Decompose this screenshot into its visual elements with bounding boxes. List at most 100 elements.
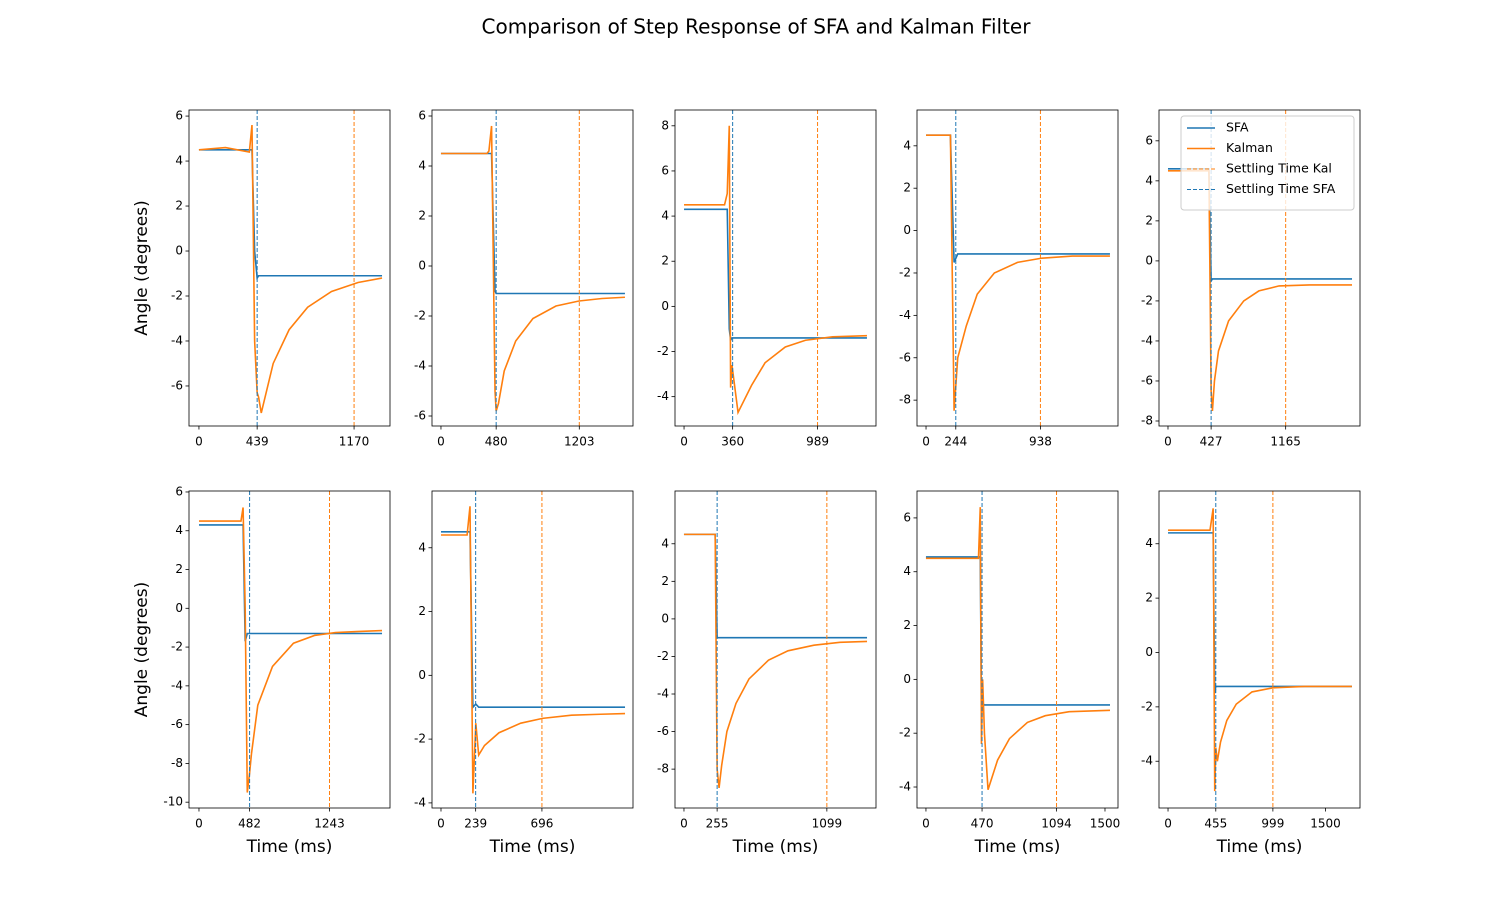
legend-label: Settling Time Kal bbox=[1226, 161, 1332, 176]
series-line bbox=[198, 149, 383, 281]
y-tick-label: -2 bbox=[1141, 699, 1153, 713]
y-tick-label: 4 bbox=[661, 209, 669, 223]
y-tick-label: -4 bbox=[414, 359, 426, 373]
x-tick-label: 938 bbox=[1029, 435, 1052, 449]
y-tick-label: 6 bbox=[903, 510, 911, 524]
y-tick-label: -4 bbox=[657, 687, 669, 701]
y-tick-label: 2 bbox=[175, 562, 183, 576]
x-tick-label: 1500 bbox=[1090, 817, 1121, 831]
x-axis-label: Time (ms) bbox=[489, 837, 576, 857]
x-tick-label: 0 bbox=[195, 435, 203, 449]
y-tick-label: 2 bbox=[903, 181, 911, 195]
y-tick-label: -4 bbox=[1141, 333, 1153, 347]
x-tick-label: 1203 bbox=[564, 435, 595, 449]
y-tick-label: 8 bbox=[661, 118, 669, 132]
y-tick-label: -4 bbox=[657, 389, 669, 403]
y-tick-label: -2 bbox=[899, 265, 911, 279]
y-tick-label: -6 bbox=[657, 724, 669, 738]
series-line bbox=[440, 531, 626, 710]
x-tick-label: 1165 bbox=[1270, 435, 1301, 449]
y-tick-label: -2 bbox=[414, 309, 426, 323]
y-tick-label: -6 bbox=[899, 350, 911, 364]
y-tick-label: 4 bbox=[175, 154, 183, 168]
x-tick-label: 427 bbox=[1200, 435, 1223, 449]
y-tick-label: 4 bbox=[903, 138, 911, 152]
y-tick-label: 4 bbox=[1145, 536, 1153, 550]
axes-frame bbox=[188, 109, 391, 427]
axes-frame bbox=[188, 490, 391, 809]
y-tick-label: -2 bbox=[657, 344, 669, 358]
x-tick-label: 0 bbox=[680, 435, 688, 449]
y-tick-label: -4 bbox=[171, 333, 183, 347]
x-axis-label: Time (ms) bbox=[974, 837, 1061, 857]
series-line bbox=[925, 507, 1111, 790]
series-line bbox=[925, 556, 1110, 707]
x-tick-label: 439 bbox=[246, 435, 269, 449]
axes-frame bbox=[1158, 490, 1361, 809]
x-tick-label: 0 bbox=[680, 817, 688, 831]
x-tick-label: 482 bbox=[238, 817, 261, 831]
y-tick-label: 4 bbox=[418, 159, 426, 173]
y-tick-label: -2 bbox=[657, 649, 669, 663]
x-tick-label: 255 bbox=[706, 817, 729, 831]
y-tick-label: 0 bbox=[661, 611, 669, 625]
y-tick-label: 2 bbox=[903, 618, 911, 632]
y-tick-label: 4 bbox=[175, 523, 183, 537]
legend-box bbox=[1180, 115, 1355, 211]
x-tick-label: 1243 bbox=[314, 817, 345, 831]
x-tick-label: 999 bbox=[1261, 817, 1284, 831]
x-tick-label: 0 bbox=[437, 435, 445, 449]
y-axis-label: Angle (degrees) bbox=[132, 200, 152, 335]
y-tick-label: 6 bbox=[175, 484, 183, 498]
axes-frame bbox=[674, 109, 877, 427]
x-tick-label: 1500 bbox=[1310, 817, 1341, 831]
x-axis-label: Time (ms) bbox=[1216, 837, 1303, 857]
y-tick-label: 2 bbox=[661, 574, 669, 588]
x-tick-label: 0 bbox=[195, 817, 203, 831]
series-line bbox=[198, 124, 383, 414]
figure-title: Comparison of Step Response of SFA and K… bbox=[482, 15, 1032, 39]
x-tick-label: 1099 bbox=[812, 817, 843, 831]
x-tick-label: 244 bbox=[944, 435, 967, 449]
axes-frame bbox=[916, 109, 1119, 427]
series-line bbox=[1168, 508, 1352, 792]
y-tick-label: 2 bbox=[175, 199, 183, 213]
axes-frame bbox=[916, 490, 1119, 809]
y-tick-label: -8 bbox=[899, 393, 911, 407]
y-tick-label: 0 bbox=[661, 299, 669, 313]
x-axis-label: Time (ms) bbox=[246, 837, 333, 857]
y-tick-label: -2 bbox=[171, 640, 183, 654]
axes-frame bbox=[1158, 109, 1361, 427]
y-tick-label: 0 bbox=[418, 668, 426, 682]
y-tick-label: -4 bbox=[414, 795, 426, 809]
y-tick-label: -10 bbox=[163, 795, 183, 809]
series-line bbox=[440, 125, 625, 412]
x-tick-label: 1094 bbox=[1041, 817, 1072, 831]
x-tick-label: 455 bbox=[1204, 817, 1227, 831]
series-line bbox=[684, 208, 867, 343]
y-tick-label: -2 bbox=[1141, 293, 1153, 307]
y-tick-label: 6 bbox=[661, 163, 669, 177]
x-tick-label: 0 bbox=[437, 817, 445, 831]
y-tick-label: 6 bbox=[175, 109, 183, 123]
y-tick-label: -6 bbox=[1141, 373, 1153, 387]
y-tick-label: 0 bbox=[903, 672, 911, 686]
x-tick-label: 696 bbox=[530, 817, 553, 831]
y-tick-label: 0 bbox=[175, 244, 183, 258]
y-tick-label: -8 bbox=[1141, 413, 1153, 427]
x-tick-label: 989 bbox=[806, 435, 829, 449]
x-tick-label: 239 bbox=[464, 817, 487, 831]
x-tick-label: 0 bbox=[922, 435, 930, 449]
series-line bbox=[926, 134, 1110, 263]
y-tick-label: 0 bbox=[1145, 253, 1153, 267]
axes-frame bbox=[431, 490, 634, 809]
y-tick-label: -8 bbox=[657, 762, 669, 776]
x-tick-label: 480 bbox=[485, 435, 508, 449]
legend-label: Kalman bbox=[1226, 140, 1273, 155]
legend-label: Settling Time SFA bbox=[1226, 181, 1336, 196]
x-tick-label: 0 bbox=[1164, 817, 1172, 831]
y-tick-label: -4 bbox=[899, 308, 911, 322]
y-tick-label: 4 bbox=[661, 536, 669, 550]
y-tick-label: 6 bbox=[1145, 133, 1153, 147]
